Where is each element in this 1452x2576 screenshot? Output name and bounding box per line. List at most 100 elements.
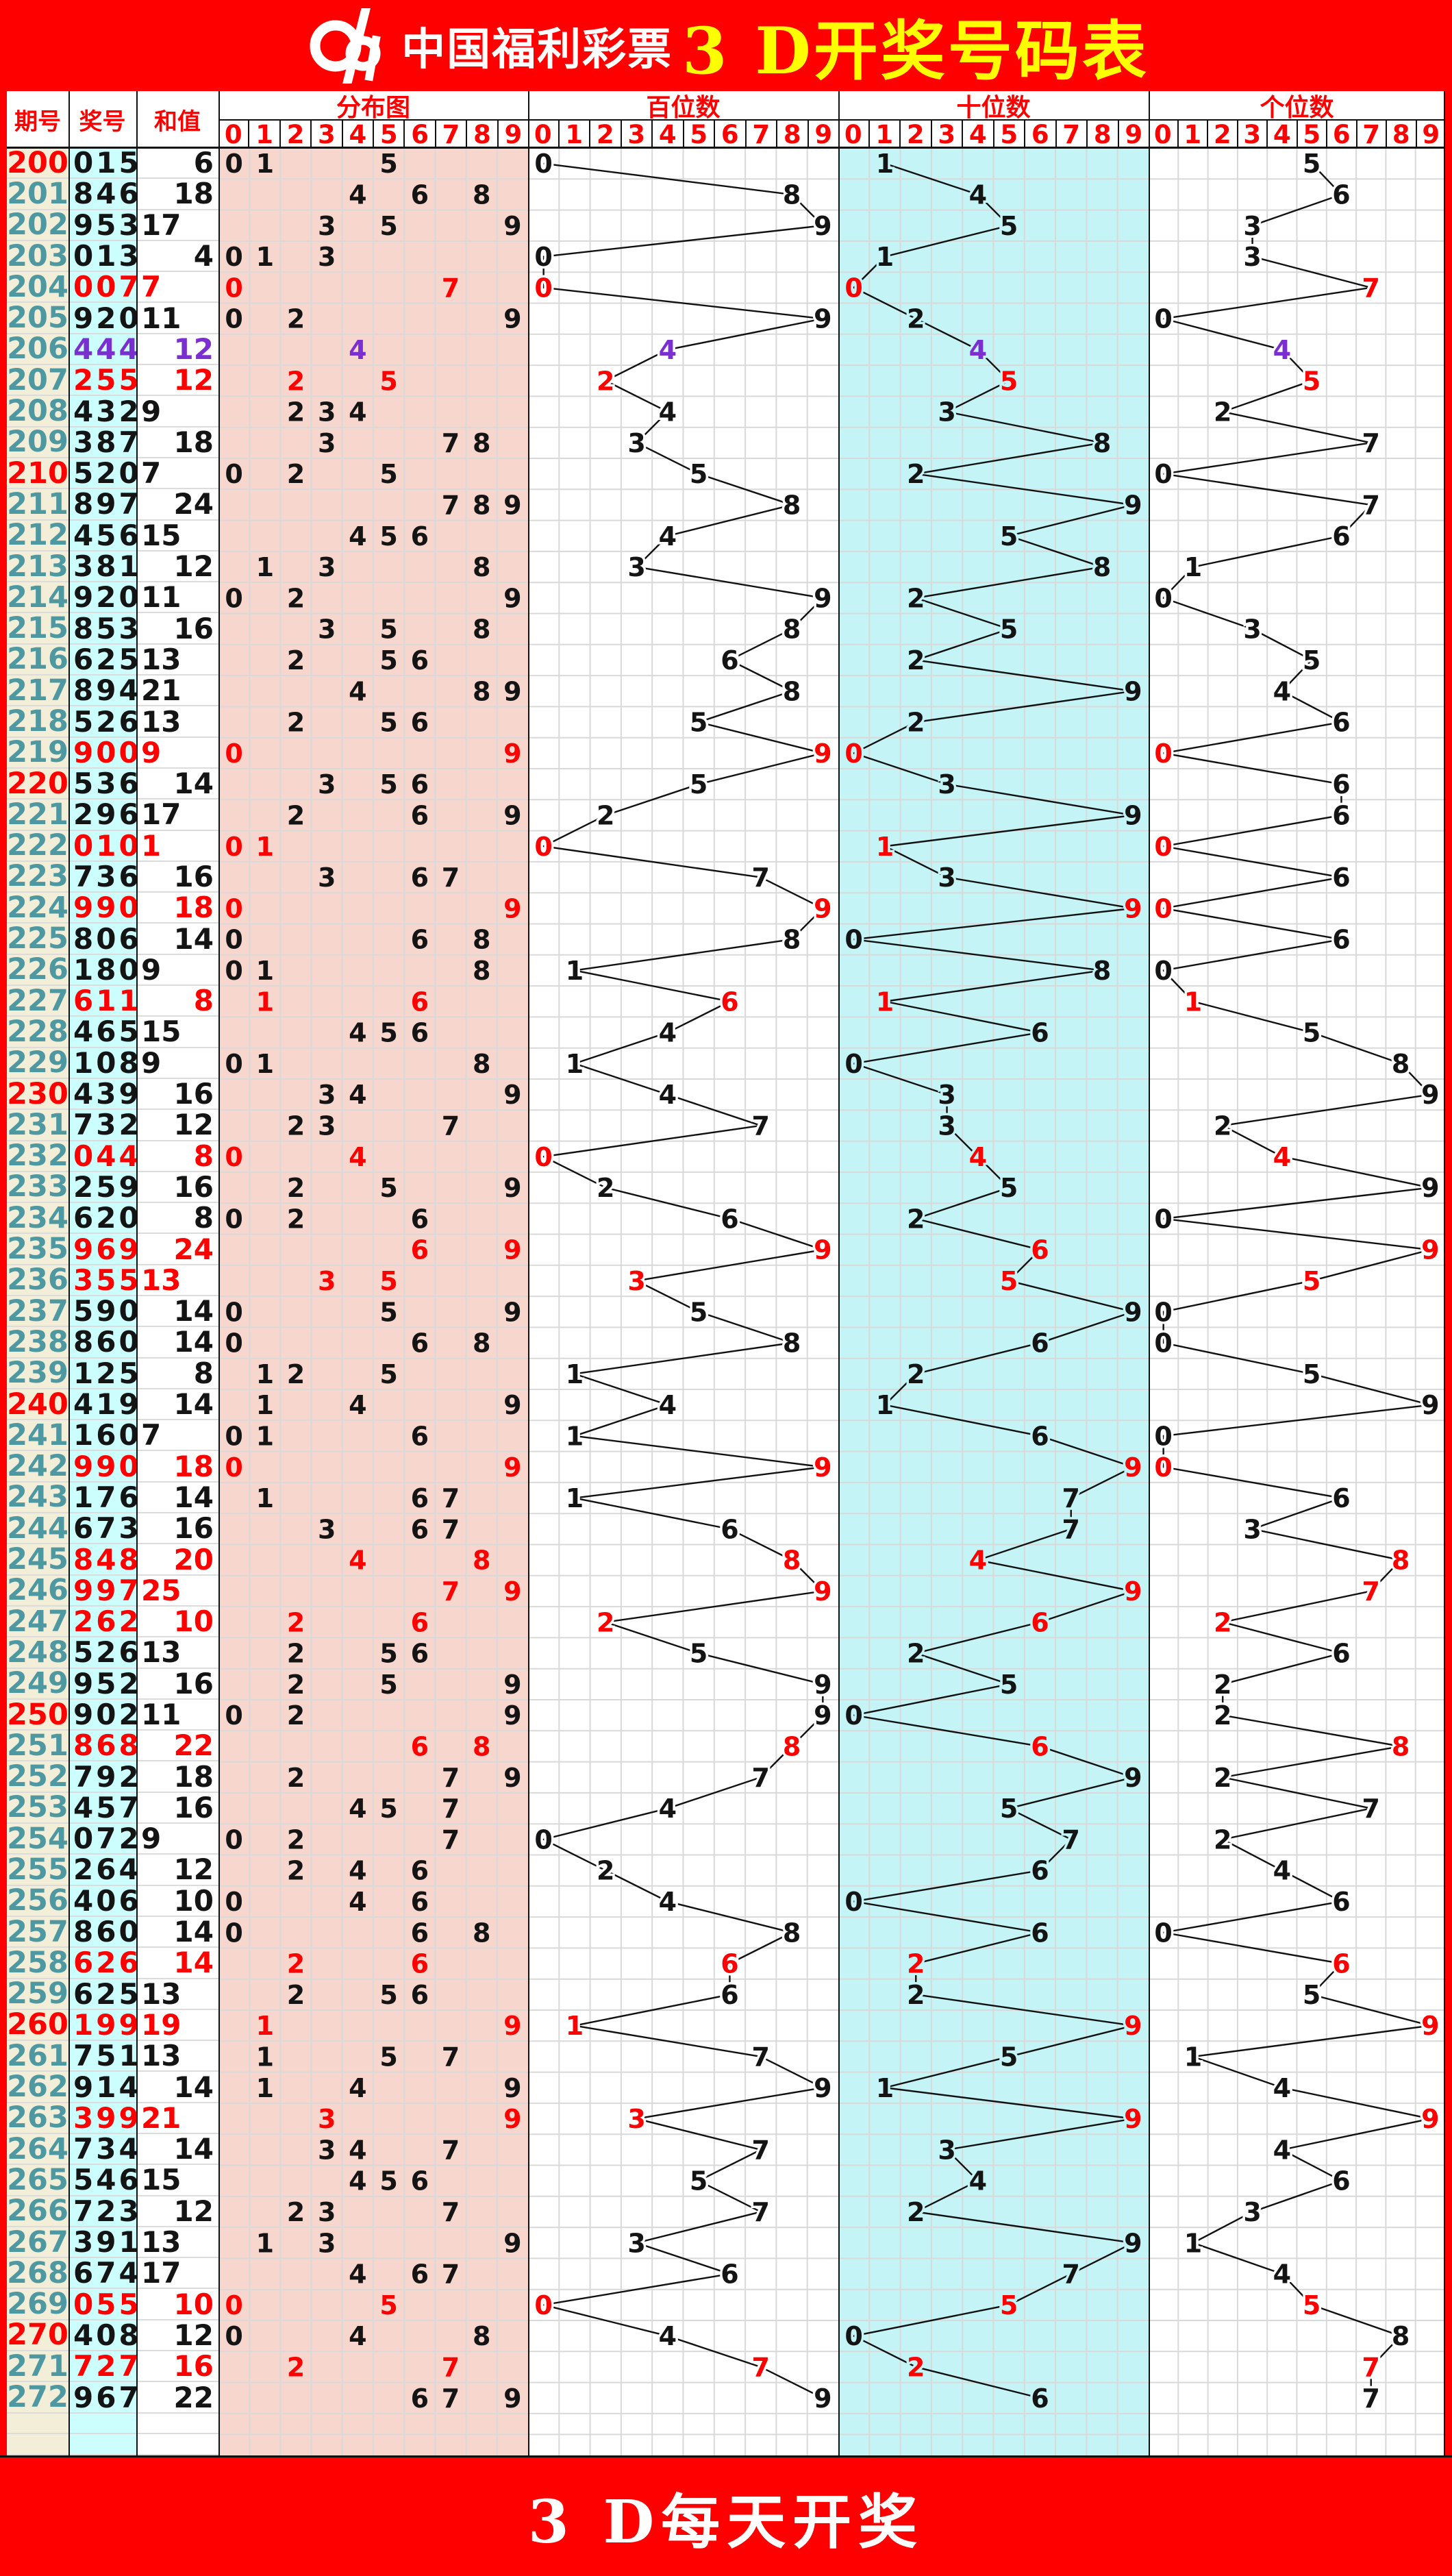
period-cell: 238 bbox=[7, 1327, 68, 1359]
chart-digit: 1 bbox=[566, 1359, 584, 1389]
period-cell: 215 bbox=[7, 613, 68, 645]
chart-digit: 4 bbox=[349, 2166, 366, 2196]
period-cell: 232 bbox=[7, 1141, 68, 1172]
chart-digit: 4 bbox=[349, 676, 366, 706]
chart-digit: 0 bbox=[534, 1142, 552, 1172]
digit-header-cell: 1 bbox=[868, 120, 900, 149]
chart-digit: 7 bbox=[1062, 1514, 1080, 1544]
table-row: 210 520 7 bbox=[7, 458, 218, 490]
chart-digit: 6 bbox=[411, 1328, 429, 1359]
chart-digit: 2 bbox=[287, 1700, 305, 1731]
chart-digit: 4 bbox=[659, 2321, 677, 2351]
chart-digit: 8 bbox=[473, 2321, 490, 2351]
chart-digit: 1 bbox=[256, 956, 274, 986]
digit-header-cell: 2 bbox=[899, 120, 931, 149]
chart-digit: 3 bbox=[938, 1111, 955, 1141]
sum-cell: 11 bbox=[136, 582, 218, 614]
sum-cell: 9 bbox=[136, 737, 218, 769]
table-row: 223 736 16 bbox=[7, 861, 218, 893]
chart-digit: 9 bbox=[1124, 490, 1142, 520]
chart-digit: 1 bbox=[1184, 552, 1202, 582]
chart-digit: 5 bbox=[379, 615, 397, 645]
chart-digit: 6 bbox=[721, 1980, 738, 2010]
chart-digit: 9 bbox=[1124, 2228, 1142, 2258]
chart-digit: 9 bbox=[503, 2073, 521, 2103]
chart-digit: 2 bbox=[907, 1639, 925, 1669]
period-cell: 205 bbox=[7, 303, 68, 334]
footer-text: 3 D每天开奖 bbox=[527, 2488, 925, 2557]
prize-number-cell: 736 bbox=[68, 861, 136, 893]
chart-digit: 2 bbox=[1214, 1111, 1231, 1141]
prize-number-cell: 953 bbox=[68, 210, 136, 241]
chart-digit: 7 bbox=[752, 2197, 770, 2227]
period-cell: 228 bbox=[7, 1017, 68, 1048]
chart-digit: 6 bbox=[1031, 1731, 1049, 1761]
chart-digit: 6 bbox=[1332, 2166, 1350, 2196]
chart-digit: 9 bbox=[814, 2073, 831, 2103]
chart-digit: 5 bbox=[1303, 149, 1320, 179]
chart-digit: 1 bbox=[876, 987, 894, 1017]
chart-digit: 6 bbox=[721, 1949, 738, 1979]
chart-digit: 5 bbox=[379, 459, 397, 489]
chart-digit: 6 bbox=[411, 1949, 429, 1979]
rule-hundreds-tens bbox=[838, 91, 840, 2455]
table-row: 248 526 13 bbox=[7, 1637, 218, 1669]
chart-digit: 2 bbox=[597, 1607, 614, 1637]
chart-digit: 2 bbox=[287, 1949, 305, 1979]
chart-digit: 0 bbox=[1154, 1297, 1172, 1327]
chart-digit: 0 bbox=[225, 956, 242, 986]
chart-digit: 3 bbox=[1243, 242, 1261, 272]
period-cell: 266 bbox=[7, 2196, 68, 2227]
sum-cell: 18 bbox=[136, 179, 218, 210]
chart-digit: 8 bbox=[783, 1731, 801, 1761]
chart-digit: 8 bbox=[1392, 1049, 1410, 1079]
table-row: 230 439 16 bbox=[7, 1078, 218, 1111]
prize-number-cell: 732 bbox=[68, 1110, 136, 1141]
digit-header-cell: 6 bbox=[714, 120, 745, 149]
chart-digit: 8 bbox=[473, 956, 490, 986]
digit-header-cell: 7 bbox=[434, 120, 466, 149]
chart-digit: 6 bbox=[411, 769, 429, 800]
chart-digit: 6 bbox=[411, 708, 429, 738]
rule-number-sum bbox=[136, 91, 138, 2455]
chart-digit: 5 bbox=[690, 459, 708, 489]
sum-cell: 16 bbox=[136, 2351, 218, 2383]
chart-digit: 0 bbox=[1154, 1328, 1172, 1359]
chart-digit: 1 bbox=[876, 832, 894, 862]
header-sum: 和值 bbox=[154, 108, 201, 136]
chart-digit: 2 bbox=[1214, 397, 1231, 428]
sum-cell: 15 bbox=[136, 2165, 218, 2196]
left-red-bar bbox=[0, 91, 7, 2455]
chart-digit: 8 bbox=[783, 490, 801, 520]
period-cell: 227 bbox=[7, 986, 68, 1017]
digit-header-cell: 4 bbox=[341, 120, 373, 149]
period-cell: 234 bbox=[7, 1203, 68, 1235]
sum-cell: 14 bbox=[136, 1296, 218, 1328]
chart-digit: 9 bbox=[503, 304, 521, 334]
chart-digit: 9 bbox=[503, 1173, 521, 1203]
chart-digit: 3 bbox=[627, 1266, 645, 1296]
chart-digit: 6 bbox=[1031, 1328, 1049, 1359]
period-cell: 213 bbox=[7, 551, 68, 583]
chart-digit: 3 bbox=[318, 428, 336, 458]
period-cell: 262 bbox=[7, 2072, 68, 2103]
chart-digit: 7 bbox=[752, 863, 770, 893]
digit-header-cell: 5 bbox=[992, 120, 1025, 149]
sum-cell: 14 bbox=[136, 2072, 218, 2103]
sum-cell: 15 bbox=[136, 1017, 218, 1048]
chart-digit: 8 bbox=[473, 490, 490, 520]
digit-header-cell: 9 bbox=[1117, 120, 1149, 149]
prize-number-cell: 044 bbox=[68, 1141, 136, 1172]
chart-digit: 3 bbox=[627, 552, 645, 582]
table-row: 249 952 16 bbox=[7, 1668, 218, 1700]
chart-digit: 8 bbox=[783, 676, 801, 706]
chart-digit: 8 bbox=[1392, 1731, 1410, 1761]
chart-digit: 7 bbox=[752, 2352, 770, 2382]
period-cell: 225 bbox=[7, 924, 68, 955]
chart-digit: 9 bbox=[503, 739, 521, 769]
table-row: 232 044 8 bbox=[7, 1141, 218, 1172]
chart-digit: 9 bbox=[503, 1080, 521, 1110]
period-cell: 243 bbox=[7, 1482, 68, 1514]
chart-digit: 3 bbox=[318, 397, 336, 428]
chart-digit: 5 bbox=[379, 2042, 397, 2072]
